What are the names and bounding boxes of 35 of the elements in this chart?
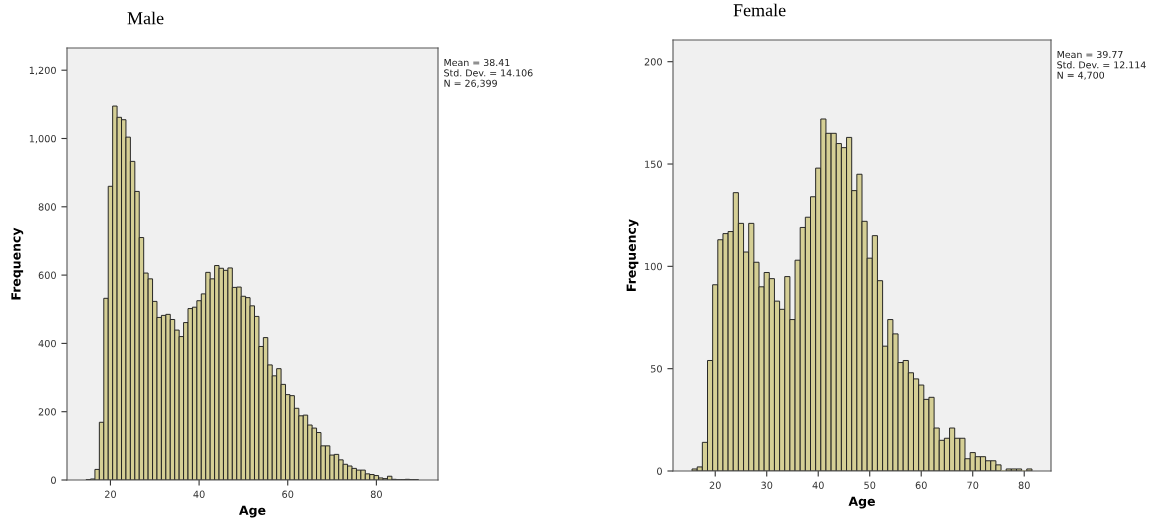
y-axis-title: Frequency — [11, 227, 24, 300]
y-tick-label: 400 — [38, 339, 56, 348]
y-tick-label: 1,000 — [29, 134, 56, 144]
chart-title: Male — [127, 11, 164, 25]
y-tick-label: 600 — [38, 271, 56, 279]
x-tick-label: 80 — [1018, 481, 1030, 489]
y-tick-label: 0 — [657, 467, 662, 475]
y-tick-label: 150 — [645, 160, 662, 168]
y-tick-label: 800 — [38, 203, 56, 211]
x-tick-label: 50 — [864, 481, 876, 489]
x-tick-label: 60 — [915, 481, 927, 489]
chart-title: Female — [733, 3, 786, 17]
y-tick-label: 200 — [644, 58, 662, 66]
x-tick-label: 70 — [967, 481, 979, 489]
y-axis-title: Frequency — [626, 219, 639, 291]
x-axis-title: Age — [848, 496, 875, 509]
x-tick-label: 80 — [370, 490, 382, 498]
text: Mean = 38.41 — [444, 58, 510, 67]
y-tick-label: 100 — [645, 262, 662, 271]
text: N = 26,399 — [444, 79, 497, 88]
x-tick-label: 40 — [812, 481, 824, 489]
y-tick-label: 50 — [650, 365, 662, 373]
x-tick-label: 20 — [104, 490, 116, 498]
text: N = 4,700 — [1057, 71, 1105, 80]
x-tick-label: 40 — [193, 490, 205, 498]
text: Std. Dev. = 14.106 — [444, 69, 533, 77]
y-tick-label: 1,200 — [29, 66, 56, 76]
text: Mean = 39.77 — [1057, 50, 1123, 59]
x-tick-label: 60 — [282, 490, 294, 498]
y-tick-label: 200 — [38, 408, 56, 416]
y-tick-label: 0 — [51, 476, 56, 484]
text: Std. Dev. = 12.114 — [1057, 61, 1146, 69]
x-tick-label: 20 — [709, 481, 721, 489]
x-tick-label: 30 — [761, 481, 773, 489]
x-axis-title: Age — [239, 505, 266, 518]
